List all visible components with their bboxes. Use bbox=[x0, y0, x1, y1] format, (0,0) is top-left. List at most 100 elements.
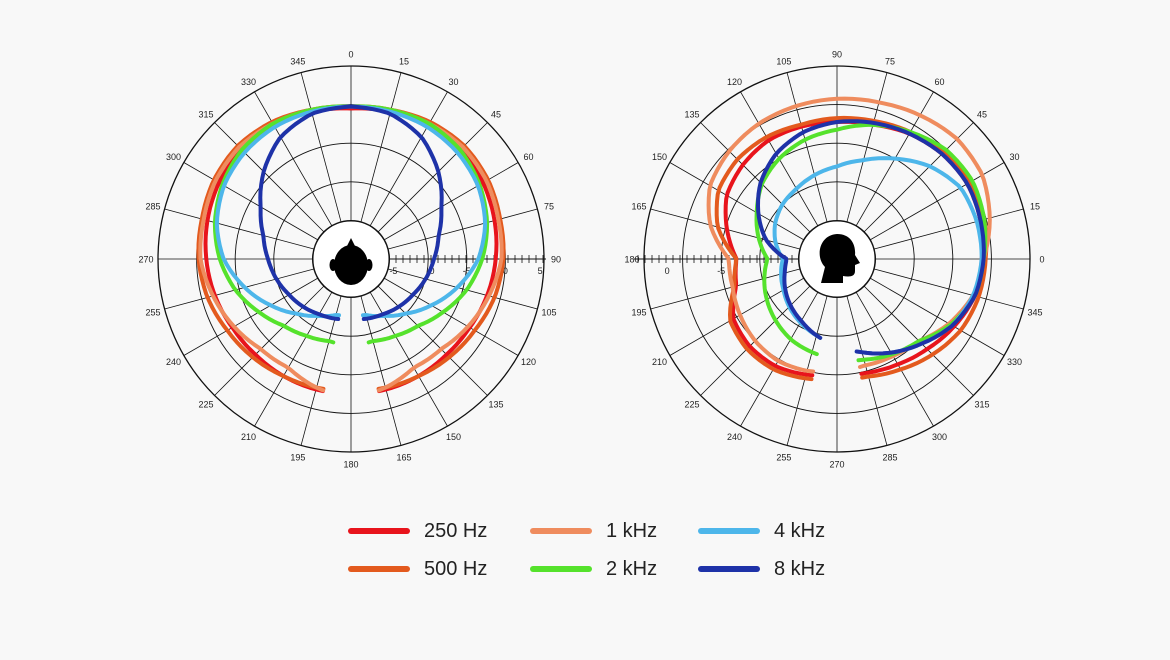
radial-tick-label: -5 bbox=[463, 266, 471, 276]
angle-label: 270 bbox=[829, 460, 844, 470]
angle-label: 300 bbox=[932, 432, 947, 442]
polar-spoke bbox=[300, 72, 342, 223]
legend-swatch bbox=[698, 528, 760, 534]
legend-item-8khz: 8 kHz bbox=[698, 555, 825, 583]
legend-label: 8 kHz bbox=[774, 557, 826, 580]
angle-label: 195 bbox=[290, 453, 305, 463]
radial-tick-label: -5 bbox=[717, 266, 725, 276]
angle-label: 210 bbox=[652, 357, 667, 367]
polar-spoke bbox=[183, 277, 319, 356]
angle-label: 330 bbox=[241, 77, 256, 87]
angle-label: 165 bbox=[631, 201, 646, 211]
angle-label: 180 bbox=[624, 255, 639, 265]
polar-spoke bbox=[360, 295, 402, 446]
legend-swatch bbox=[530, 528, 592, 534]
polar-spoke bbox=[869, 277, 1005, 356]
angle-label: 90 bbox=[832, 50, 842, 60]
legend-label: 500 Hz bbox=[424, 557, 488, 580]
angle-label: 75 bbox=[544, 201, 554, 211]
legend-swatch bbox=[348, 566, 410, 572]
polar-spoke bbox=[863, 122, 974, 233]
polar-spoke bbox=[855, 291, 934, 427]
polar-plot-vertical: 0 15 30 45 60 75 90 105 120 135 150 165 180 195 210 225… bbox=[624, 50, 1044, 470]
angle-label: 105 bbox=[541, 308, 556, 318]
head-shape bbox=[334, 245, 368, 285]
polar-spoke bbox=[183, 162, 319, 241]
polar-spoke bbox=[669, 162, 805, 241]
angle-label: 45 bbox=[491, 110, 501, 120]
angle-label: 240 bbox=[727, 432, 742, 442]
series-line-8khz bbox=[258, 104, 444, 321]
angle-label: 315 bbox=[199, 110, 214, 120]
polar-spoke bbox=[846, 295, 888, 446]
polar-spoke bbox=[700, 122, 811, 233]
polar-spoke bbox=[360, 72, 402, 223]
angle-label: 195 bbox=[631, 308, 646, 318]
radial-tick-label: 0 bbox=[503, 266, 508, 276]
angle-label: 0 bbox=[348, 50, 353, 60]
nose bbox=[347, 238, 355, 246]
angle-label: 15 bbox=[1030, 201, 1040, 211]
legend-item-1khz: 1 kHz bbox=[530, 517, 657, 545]
angle-label: 150 bbox=[652, 152, 667, 162]
polar-spoke bbox=[383, 162, 519, 241]
angle-label: 15 bbox=[399, 56, 409, 66]
polar-spoke bbox=[214, 122, 325, 233]
angle-label: 315 bbox=[974, 399, 989, 409]
angle-label: 225 bbox=[199, 399, 214, 409]
legend-item-4khz: 4 kHz bbox=[698, 517, 825, 545]
angle-label: 345 bbox=[1027, 308, 1042, 318]
angle-label: 240 bbox=[166, 357, 181, 367]
polar-spoke bbox=[650, 268, 801, 310]
angle-label: 120 bbox=[521, 357, 536, 367]
head-top-icon bbox=[329, 238, 373, 285]
legend-swatch bbox=[698, 566, 760, 572]
angle-label: 225 bbox=[685, 399, 700, 409]
polar-spoke bbox=[300, 295, 342, 446]
polar-spoke bbox=[164, 268, 315, 310]
angle-label: 60 bbox=[524, 152, 534, 162]
polar-spoke bbox=[254, 91, 333, 227]
angle-label: 60 bbox=[934, 77, 944, 87]
angle-label: 345 bbox=[290, 56, 305, 66]
legend-swatch bbox=[530, 566, 592, 572]
angle-label: 30 bbox=[448, 77, 458, 87]
polar-spoke bbox=[873, 268, 1024, 310]
polar-spoke bbox=[846, 72, 888, 223]
angle-label: 165 bbox=[397, 453, 412, 463]
legend-label: 1 kHz bbox=[606, 519, 658, 542]
angle-label: 270 bbox=[138, 255, 153, 265]
radial-tick-label: 0 bbox=[430, 266, 435, 276]
polar-spoke bbox=[214, 285, 325, 396]
angle-label: 135 bbox=[685, 110, 700, 120]
ear-left bbox=[329, 259, 337, 271]
legend-label: 250 Hz bbox=[424, 519, 488, 542]
angle-label: 285 bbox=[145, 201, 160, 211]
angle-label: 285 bbox=[883, 453, 898, 463]
angle-label: 150 bbox=[446, 432, 461, 442]
series-line-500hz bbox=[714, 115, 989, 382]
legend-item-250hz: 250 Hz bbox=[348, 517, 487, 545]
polar-plots: 0153045607590105120135150165180195210225… bbox=[138, 50, 1044, 470]
legend-swatch bbox=[348, 528, 410, 534]
legend-label: 4 kHz bbox=[774, 519, 826, 542]
polar-plot-horizontal: 0 15 30 45 60 75 90 105 120 135 150 165 180 195 210 225… bbox=[138, 50, 561, 470]
angle-label: 300 bbox=[166, 152, 181, 162]
polar-spoke bbox=[873, 208, 1024, 250]
angle-label: 105 bbox=[776, 56, 791, 66]
angle-label: 45 bbox=[977, 110, 987, 120]
radial-tick-label: 0 bbox=[665, 266, 670, 276]
polar-spoke bbox=[383, 277, 519, 356]
angle-label: 330 bbox=[1007, 357, 1022, 367]
polar-spoke bbox=[387, 208, 538, 250]
polar-spoke bbox=[164, 208, 315, 250]
polar-spoke bbox=[377, 122, 488, 233]
polar-spoke bbox=[369, 91, 448, 227]
angle-label: 135 bbox=[488, 399, 503, 409]
angle-label: 90 bbox=[551, 255, 561, 265]
angle-label: 255 bbox=[145, 308, 160, 318]
angle-label: 210 bbox=[241, 432, 256, 442]
legend-item-2khz: 2 kHz bbox=[530, 555, 657, 583]
polar-spoke bbox=[786, 72, 828, 223]
head-profile bbox=[819, 234, 860, 283]
